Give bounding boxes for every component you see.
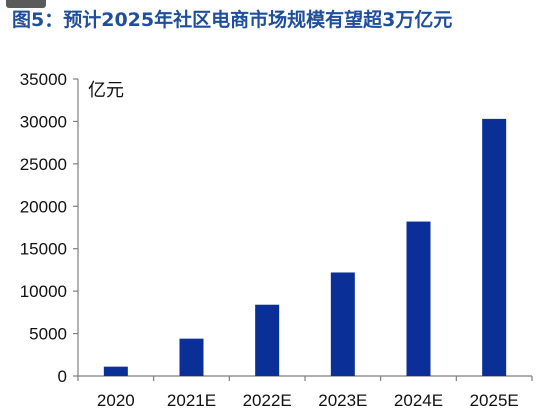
y-tick-label: 20000	[20, 197, 67, 216]
x-tick-label: 2024E	[394, 391, 443, 410]
y-axis-unit-label: 亿元	[88, 80, 124, 101]
x-tick-label: 2022E	[243, 391, 292, 410]
figure-title: 图5：预计2025年社区电商市场规模有望超3万亿元	[12, 9, 453, 31]
y-tick-label: 10000	[20, 282, 67, 301]
bar-series	[103, 118, 507, 376]
x-tick-label: 2025E	[470, 391, 519, 410]
bar	[103, 366, 128, 376]
y-tick-label: 25000	[20, 155, 67, 174]
x-tick-label: 2023E	[318, 391, 367, 410]
bar	[406, 221, 431, 376]
y-tick-label: 0	[58, 367, 67, 386]
x-tick-label: 2021E	[167, 391, 216, 410]
y-tick-label: 35000	[20, 70, 67, 89]
x-axis: 2020 2021E 2022E 2023E 2024E 2025E	[77, 375, 533, 410]
bar	[330, 272, 355, 376]
bar	[255, 304, 280, 376]
x-tick-label: 2020	[97, 391, 135, 410]
y-tick-label: 15000	[20, 240, 67, 259]
y-axis: 0 5000 10000 15000 20000 25000 30000 35000	[20, 70, 79, 386]
y-tick-label: 30000	[20, 112, 67, 131]
bar	[482, 118, 507, 376]
bar	[179, 338, 204, 376]
y-tick-label: 5000	[29, 325, 67, 344]
corner-tab	[6, 0, 46, 8]
